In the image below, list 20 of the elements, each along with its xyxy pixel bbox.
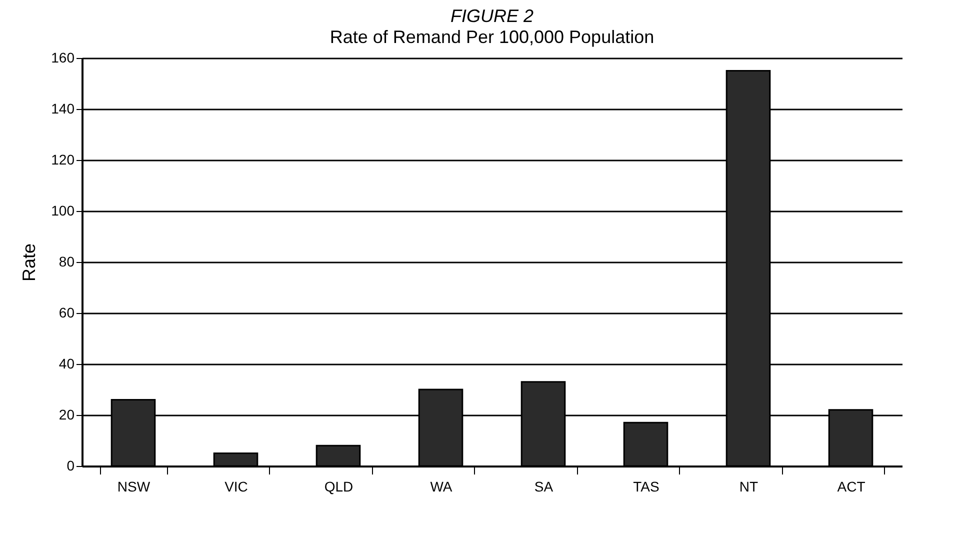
y-tick-label: 120 (51, 152, 75, 168)
y-tick-label: 0 (66, 458, 75, 474)
x-tick-label: ACT (837, 478, 866, 494)
y-tick-label: 100 (51, 202, 75, 218)
x-tick-label: TAS (633, 478, 660, 494)
x-tick-label: NSW (117, 478, 151, 494)
y-tick-label: 60 (58, 304, 75, 320)
x-tick-label: QLD (324, 478, 354, 494)
x-tick-label: SA (534, 478, 554, 494)
y-axis-title: Rate (19, 243, 40, 282)
chart-title: FIGURE 2 (450, 6, 534, 26)
chart-subtitle: Rate of Remand Per 100,000 Population (330, 27, 654, 47)
y-tick-label: 20 (58, 406, 75, 422)
y-tick-label: 160 (51, 50, 75, 66)
x-tick-label: VIC (224, 478, 248, 494)
y-tick-label: 40 (58, 356, 75, 372)
x-tick-label: WA (430, 478, 453, 494)
x-tick-label: NT (739, 478, 759, 494)
y-tick-label: 80 (58, 254, 75, 270)
y-tick-label: 140 (51, 100, 75, 116)
